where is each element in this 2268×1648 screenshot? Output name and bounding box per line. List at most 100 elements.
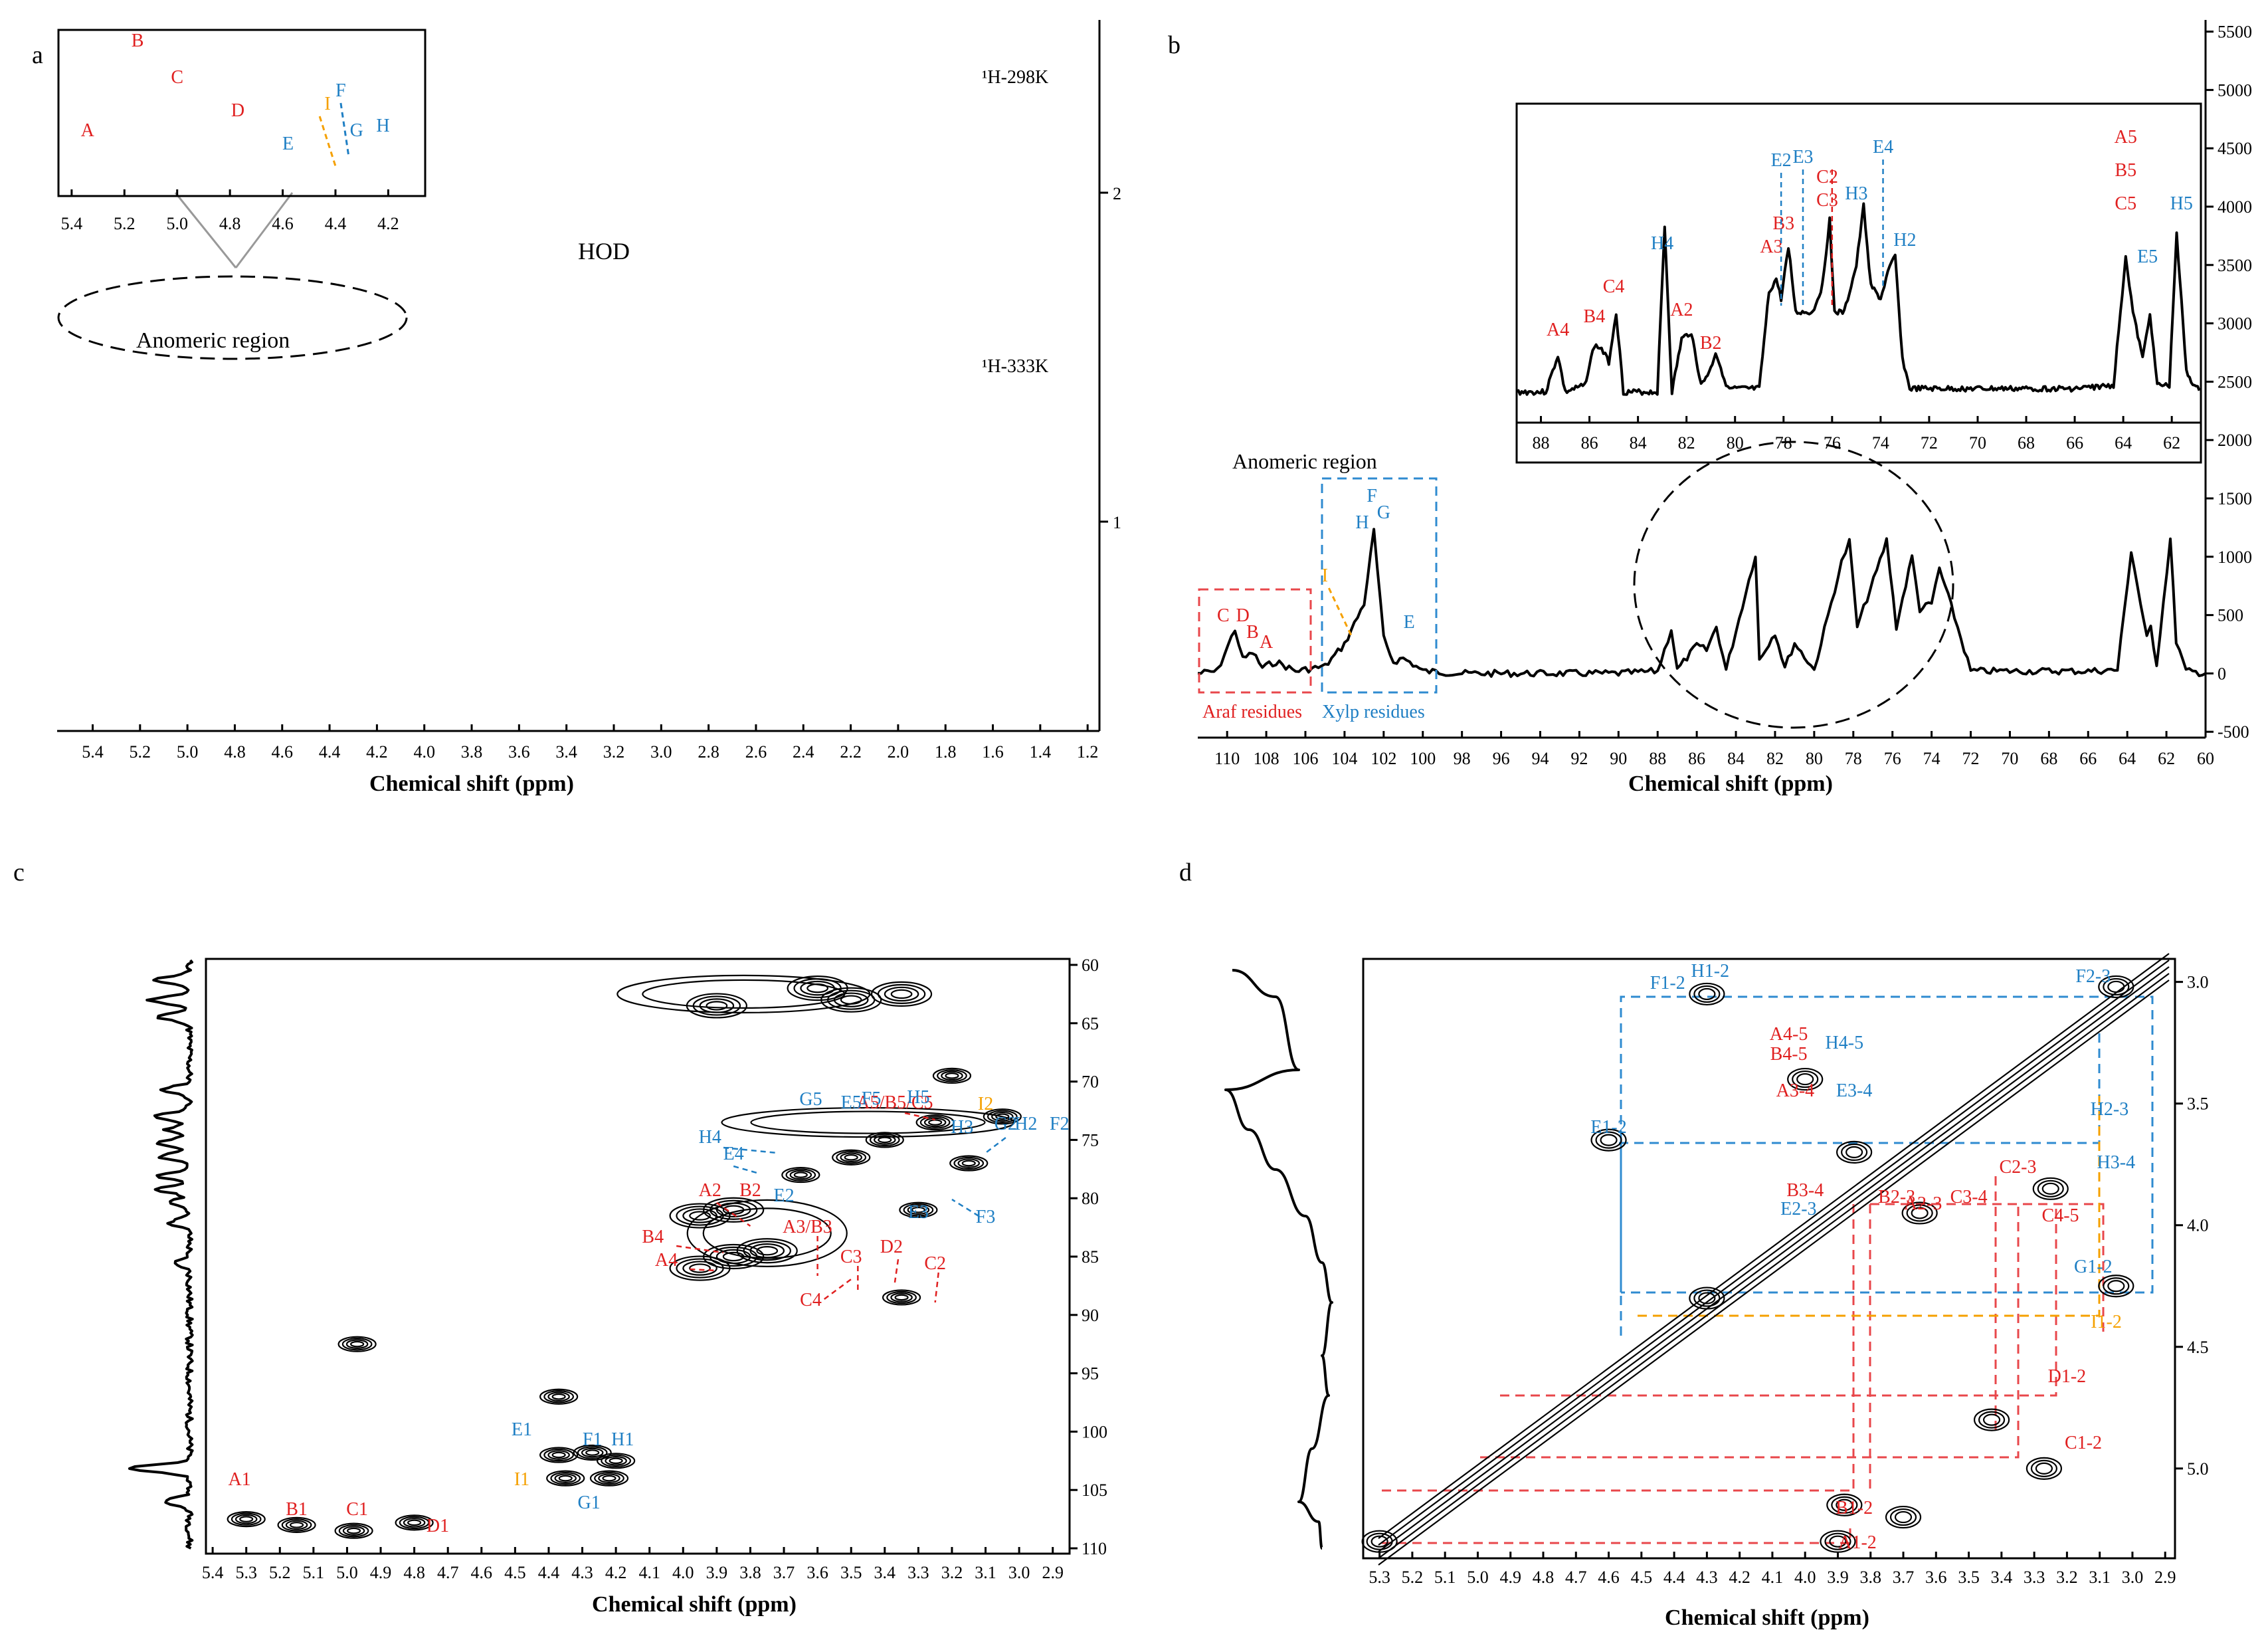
- peak-label-blue-c: G5: [799, 1089, 822, 1110]
- cross-peak-contour-d: [1698, 1292, 1716, 1304]
- x-tick-label-b: 62: [2158, 749, 2175, 768]
- x-tick-label-a: 2.4: [793, 742, 814, 762]
- cross-peak-contour-c: [991, 1111, 1014, 1122]
- x-ticks-c: 5.4 5.3 5.2 5.1 5.0 4.9 4.8 4.7 4.6 4.5 4.4 4.3 4.2 4…: [202, 1547, 1064, 1582]
- cross-peak-contour-c: [781, 1166, 820, 1184]
- x-tick-label-a: 1.2: [1077, 742, 1099, 762]
- peak-labels-d: A4-5B4-5 A3-4 B3-4 B2-3A2-3 C3-4 C2-3 C4-5 D1-2…: [1590, 961, 2135, 1553]
- x-tick-label-c: 4.4: [538, 1563, 560, 1582]
- arrow-f-a: [339, 102, 350, 157]
- peak-label-blue-d: H4-5: [1826, 1033, 1864, 1053]
- cross-peak-contour-c: [551, 1393, 566, 1400]
- inset-peak-label-a: H: [376, 116, 389, 136]
- peak-label-blue-b: G: [1377, 502, 1390, 523]
- x-tick-label-b: 96: [1493, 749, 1510, 768]
- inset-label-blue-b: E5: [2137, 247, 2158, 267]
- x-tick-label-a: 4.4: [319, 742, 341, 762]
- x-tick-label-d: 4.7: [1565, 1568, 1587, 1587]
- cross-peak-contour-c: [231, 1512, 262, 1526]
- peak-label-blue-c: G1: [578, 1493, 601, 1513]
- cross-peak-contour-c: [577, 1446, 608, 1459]
- inset-peak-labels-a: A B C D E IFG H: [81, 31, 390, 167]
- x-tick-label-d: 4.3: [1696, 1568, 1718, 1587]
- zoom-line-right-a: [235, 192, 294, 268]
- cross-peak-contour-c: [407, 1519, 422, 1526]
- x-tick-label-c: 4.5: [504, 1563, 526, 1582]
- cross-peak-contour-c: [957, 1158, 981, 1168]
- cross-peak-band-c: [616, 974, 871, 1014]
- label-hod: HOD: [578, 238, 630, 264]
- inset-label-blue-b: H2: [1893, 230, 1916, 251]
- cross-peak-contour-c: [832, 1149, 871, 1166]
- panel-letter-d: d: [1179, 859, 1192, 886]
- x-tick-label-a: 3.2: [603, 742, 625, 762]
- x-ticks-b: 110 108 106 104 102 100 98 96 94 92 90 88 86 84 82 80 78…: [1214, 731, 2214, 768]
- peak-label-red-d: B3-4: [1786, 1180, 1824, 1201]
- inset-label-red-b: A4: [1547, 320, 1569, 340]
- peak-label-blue-c: E4: [723, 1144, 744, 1164]
- cross-peak-contour-d: [1894, 1510, 1913, 1524]
- x-tick-label-d: 5.0: [1467, 1568, 1489, 1587]
- x-tick-label-c: 4.7: [437, 1563, 459, 1582]
- x-tick-label-b: 78: [1845, 749, 1862, 768]
- y-tick-label-c: 95: [1082, 1364, 1099, 1384]
- arrow-red-c: [690, 1268, 717, 1272]
- cross-peak-contour-c: [289, 1522, 304, 1528]
- x-tick-label-a: 2.2: [840, 742, 862, 762]
- cross-peak-contour-d: [1901, 1201, 1938, 1225]
- xlabel-d: Chemical shift (ppm): [1665, 1605, 1869, 1630]
- cross-peak-contour-c: [793, 1172, 808, 1178]
- y-tick-label-b: 4000: [2218, 197, 2252, 217]
- cross-peak-contour-c: [882, 1289, 921, 1306]
- panel-c: c 5.4 5.3 5.2 5.1 5.0 4.9 4.8 4.7 4.6 4.5 4.4 4.3 4.…: [13, 859, 1107, 1617]
- peak-label-blue-b: F: [1367, 486, 1377, 506]
- x-tick-label-c: 3.2: [941, 1563, 963, 1582]
- x-tick-label-a: 4.2: [366, 742, 388, 762]
- x-tick-label-b: 84: [1727, 749, 1745, 768]
- cross-peak-contour-d: [1792, 1070, 1819, 1088]
- cross-peak-contour-c: [342, 1526, 365, 1536]
- cross-peak-contour-d: [1911, 1207, 1929, 1219]
- peak-label-red-c: D1: [426, 1516, 449, 1536]
- cross-peak-contour-c: [899, 1201, 938, 1218]
- cross-peak-contour-c: [539, 1388, 579, 1405]
- peak-label-red-d: B2-3: [1878, 1187, 1915, 1207]
- peak-label-blue-d: H1-2: [1691, 961, 1730, 981]
- peak-label-blue-c: G2: [994, 1114, 1017, 1134]
- x-tick-label-b: 74: [1923, 749, 1940, 768]
- cross-peak-contour-c: [399, 1516, 430, 1530]
- cross-peak-contour-c: [894, 1294, 909, 1301]
- peak-label-blue-b: H: [1355, 512, 1369, 533]
- inset-label-blue-b: H5: [2170, 193, 2193, 214]
- y-ticks-c: 60 65 70 75 80 85 90 95 100 105 110: [1070, 956, 1107, 1558]
- cross-peak-contour-c: [703, 1243, 765, 1270]
- label-xylp-residues: Xylp residues: [1322, 702, 1425, 722]
- panel-letter-c: c: [13, 859, 25, 886]
- inset-tick-label-a: 4.8: [219, 214, 241, 233]
- y-tick-label-a: 2: [1113, 184, 1121, 203]
- inset-tick-label-b: 84: [1630, 433, 1647, 453]
- anomeric-region-ellipse-a: [57, 275, 408, 360]
- cross-peak-contour-c: [840, 995, 862, 1005]
- x-tick-label-c: 4.6: [471, 1563, 493, 1582]
- x-tick-label-d: 4.8: [1533, 1568, 1555, 1587]
- peak-label-blue-c: F1: [583, 1429, 603, 1450]
- cross-peak-contour-c: [334, 1522, 373, 1539]
- peak-label-blue-c: F2: [1050, 1114, 1070, 1134]
- peak-label-blue-c: H1: [611, 1429, 634, 1450]
- inset-label-red-b: A2: [1670, 300, 1693, 320]
- peak-label-blue-d: F2-3: [2075, 966, 2111, 987]
- x-tick-label-d: 3.8: [1860, 1568, 1882, 1587]
- inset-tick-label-b: 86: [1581, 433, 1598, 453]
- inset-tick-label-b: 62: [2163, 433, 2180, 453]
- label-1h-333k: ¹H-333K: [982, 356, 1048, 377]
- x-tick-label-c: 5.4: [202, 1563, 224, 1582]
- arrow-blue-c: [985, 1137, 1006, 1154]
- cross-peak-contour-c: [919, 1116, 951, 1129]
- peak-label-red-c: D2: [880, 1237, 903, 1257]
- x-tick-label-d: 4.1: [1762, 1568, 1784, 1587]
- peak-label-red-d: B4-5: [1770, 1044, 1808, 1065]
- x-tick-label-a: 5.2: [130, 742, 151, 762]
- inset-tick-label-b: 72: [1921, 433, 1938, 453]
- y-tick-label-d: 3.0: [2187, 973, 2209, 992]
